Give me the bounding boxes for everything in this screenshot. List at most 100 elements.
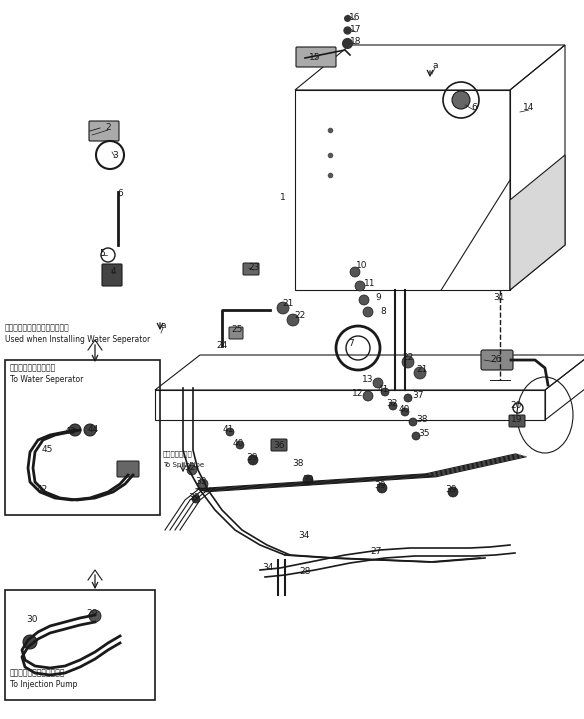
Text: 40: 40 <box>232 439 244 447</box>
Circle shape <box>414 367 426 379</box>
Circle shape <box>187 465 197 475</box>
FancyBboxPatch shape <box>296 47 336 67</box>
Text: 35: 35 <box>418 429 430 439</box>
Text: ウォータセパレータへ: ウォータセパレータへ <box>10 363 56 372</box>
Text: 24: 24 <box>217 342 228 350</box>
Text: 43: 43 <box>64 428 76 436</box>
Text: 42: 42 <box>36 485 48 495</box>
Text: 22: 22 <box>294 311 305 321</box>
Text: 3: 3 <box>112 150 118 160</box>
Circle shape <box>363 391 373 401</box>
Text: 16: 16 <box>349 14 361 22</box>
Polygon shape <box>510 155 565 290</box>
Text: 45: 45 <box>41 446 53 454</box>
FancyBboxPatch shape <box>271 439 287 451</box>
Text: 23: 23 <box>248 263 260 273</box>
Circle shape <box>84 424 96 436</box>
Circle shape <box>363 307 373 317</box>
Circle shape <box>69 424 81 436</box>
Text: 31: 31 <box>493 293 505 303</box>
Circle shape <box>359 295 369 305</box>
Text: 10: 10 <box>356 262 368 270</box>
Text: 20: 20 <box>510 400 522 410</box>
Text: 32: 32 <box>386 400 398 408</box>
Text: 22: 22 <box>402 354 413 362</box>
Circle shape <box>412 432 420 440</box>
Circle shape <box>402 356 414 368</box>
Bar <box>5 590 155 700</box>
Text: 36: 36 <box>273 441 285 449</box>
Circle shape <box>198 479 208 489</box>
Text: 21: 21 <box>282 298 294 308</box>
Circle shape <box>303 475 313 485</box>
Text: 39: 39 <box>303 475 314 485</box>
Text: 44: 44 <box>88 426 99 434</box>
Circle shape <box>350 267 360 277</box>
Circle shape <box>23 635 37 649</box>
Text: 40: 40 <box>398 406 410 414</box>
FancyBboxPatch shape <box>229 327 243 339</box>
Text: 14: 14 <box>523 104 535 112</box>
Text: 5: 5 <box>99 249 105 257</box>
Text: 34: 34 <box>298 531 310 541</box>
Text: 1: 1 <box>280 193 286 203</box>
Text: 13: 13 <box>362 375 374 385</box>
Text: 38: 38 <box>292 459 304 467</box>
Circle shape <box>236 441 244 449</box>
Text: 27: 27 <box>370 547 382 557</box>
Text: 26: 26 <box>491 355 502 365</box>
FancyBboxPatch shape <box>117 461 139 477</box>
Text: 37: 37 <box>412 392 424 400</box>
Text: 15: 15 <box>310 52 321 62</box>
Circle shape <box>192 495 200 503</box>
FancyBboxPatch shape <box>102 264 122 286</box>
Text: 39: 39 <box>246 452 258 462</box>
Circle shape <box>389 402 397 410</box>
Text: 29: 29 <box>86 610 98 618</box>
Text: 9: 9 <box>375 293 381 303</box>
Text: 38: 38 <box>416 416 427 424</box>
Circle shape <box>409 418 417 426</box>
Text: 2: 2 <box>105 124 111 132</box>
Text: To Injection Pump: To Injection Pump <box>10 680 77 689</box>
Text: 28: 28 <box>300 567 311 577</box>
FancyBboxPatch shape <box>509 415 525 427</box>
Circle shape <box>248 455 258 465</box>
Text: 25: 25 <box>231 326 243 334</box>
Text: Used when Installing Water Seperator: Used when Installing Water Seperator <box>5 335 150 344</box>
Bar <box>5 360 160 515</box>
FancyBboxPatch shape <box>481 350 513 370</box>
Text: 21: 21 <box>416 365 427 375</box>
Circle shape <box>448 487 458 497</box>
Text: 17: 17 <box>350 25 361 35</box>
Circle shape <box>355 281 365 291</box>
Text: 30: 30 <box>26 615 38 623</box>
Text: 39: 39 <box>445 485 457 495</box>
Text: To Water Seperator: To Water Seperator <box>10 375 84 384</box>
FancyBboxPatch shape <box>89 121 119 141</box>
Circle shape <box>404 394 412 402</box>
Text: 6: 6 <box>117 190 123 198</box>
Text: 39: 39 <box>188 493 200 501</box>
Circle shape <box>89 610 101 622</box>
Circle shape <box>401 408 409 416</box>
Text: 19: 19 <box>511 416 523 424</box>
Text: 4: 4 <box>110 267 116 277</box>
Text: 41: 41 <box>377 385 389 395</box>
Text: インジェクションポンプへ: インジェクションポンプへ <box>10 668 65 677</box>
Text: 7: 7 <box>348 339 354 347</box>
Text: 18: 18 <box>350 37 361 47</box>
Text: 32: 32 <box>185 464 196 472</box>
Circle shape <box>381 388 389 396</box>
Circle shape <box>287 314 299 326</box>
Circle shape <box>373 378 383 388</box>
Text: To Spill Pipe: To Spill Pipe <box>163 462 204 468</box>
Text: 8: 8 <box>380 306 386 316</box>
Circle shape <box>277 302 289 314</box>
Text: 11: 11 <box>364 278 376 288</box>
Text: 33: 33 <box>195 477 207 487</box>
Text: a: a <box>160 321 166 329</box>
Text: a: a <box>432 60 438 70</box>
Text: 41: 41 <box>223 426 234 434</box>
Text: 12: 12 <box>352 388 364 398</box>
